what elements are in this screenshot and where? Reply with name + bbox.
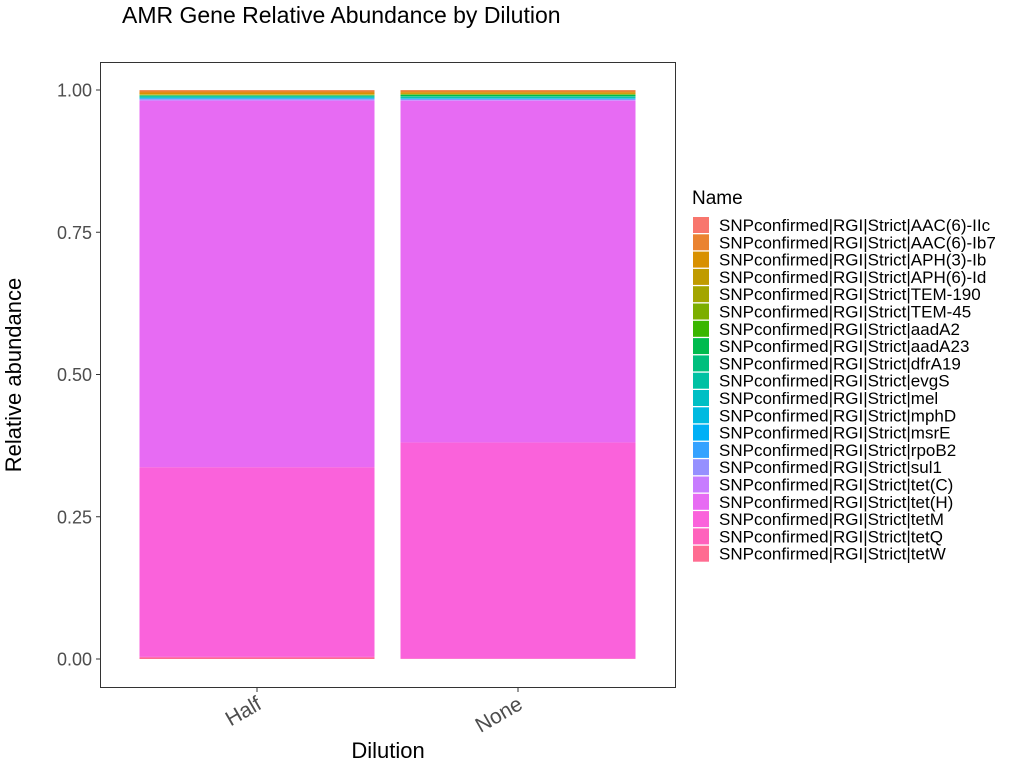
bar-segment-none-14 bbox=[400, 99, 636, 101]
legend-item: SNPconfirmed|RGI|Strict|mphD bbox=[693, 406, 956, 425]
legend-swatch bbox=[693, 251, 709, 268]
legend-swatch bbox=[693, 217, 709, 233]
legend-swatch bbox=[693, 441, 709, 458]
legend-item: SNPconfirmed|RGI|Strict|tetQ bbox=[693, 527, 943, 546]
legend-item: SNPconfirmed|RGI|Strict|aadA23 bbox=[693, 337, 969, 356]
legend-label: SNPconfirmed|RGI|Strict|msrE bbox=[719, 424, 950, 443]
legend-item: SNPconfirmed|RGI|Strict|tet(H) bbox=[693, 493, 953, 512]
legend-label: SNPconfirmed|RGI|Strict|sul1 bbox=[719, 458, 942, 477]
bar-segment-half-16 bbox=[139, 100, 375, 468]
legend-swatch bbox=[693, 286, 709, 303]
bar-segment-half-1 bbox=[139, 90, 375, 93]
bar-segment-half-2 bbox=[139, 92, 375, 95]
legend-swatch bbox=[693, 528, 709, 545]
legend-label: SNPconfirmed|RGI|Strict|APH(6)-Id bbox=[719, 268, 986, 287]
legend-item: SNPconfirmed|RGI|Strict|msrE bbox=[693, 424, 950, 443]
bar-segment-none-15 bbox=[400, 100, 636, 101]
legend-label: SNPconfirmed|RGI|Strict|AAC(6)-Ib7 bbox=[719, 233, 996, 252]
legend: Name SNPconfirmed|RGI|Strict|AAC(6)-IIcS… bbox=[692, 188, 996, 564]
chart-title: AMR Gene Relative Abundance by Dilution bbox=[122, 2, 561, 28]
legend-items: SNPconfirmed|RGI|Strict|AAC(6)-IIcSNPcon… bbox=[693, 216, 996, 564]
bar-segment-half-17 bbox=[139, 467, 375, 657]
legend-swatch bbox=[693, 372, 709, 389]
legend-swatch bbox=[693, 476, 709, 493]
legend-label: SNPconfirmed|RGI|Strict|TEM-45 bbox=[719, 303, 971, 322]
y-tick-label: 0.75 bbox=[57, 223, 92, 243]
y-axis: 0.00 0.25 0.50 0.75 1.00 bbox=[57, 81, 101, 670]
legend-label: SNPconfirmed|RGI|Strict|APH(3)-Ib bbox=[719, 251, 986, 270]
x-tick-label: Half bbox=[222, 692, 266, 731]
y-axis-title: Relative abundance bbox=[1, 278, 26, 472]
legend-label: SNPconfirmed|RGI|Strict|aadA23 bbox=[719, 337, 969, 356]
legend-swatch bbox=[693, 234, 709, 251]
legend-item: SNPconfirmed|RGI|Strict|rpoB2 bbox=[693, 441, 956, 460]
legend-item: SNPconfirmed|RGI|Strict|AAC(6)-IIc bbox=[693, 216, 991, 235]
legend-label: SNPconfirmed|RGI|Strict|aadA2 bbox=[719, 320, 960, 339]
bar-segment-none-10 bbox=[400, 97, 636, 99]
legend-item: SNPconfirmed|RGI|Strict|tet(C) bbox=[693, 476, 953, 495]
legend-label: SNPconfirmed|RGI|Strict|TEM-190 bbox=[719, 285, 981, 304]
legend-item: SNPconfirmed|RGI|Strict|tetW bbox=[693, 545, 946, 564]
legend-item: SNPconfirmed|RGI|Strict|tetM bbox=[693, 510, 944, 529]
legend-swatch bbox=[693, 390, 709, 406]
y-tick-label: 0.00 bbox=[57, 650, 92, 670]
legend-swatch bbox=[693, 320, 709, 337]
legend-swatch bbox=[693, 424, 709, 441]
legend-item: SNPconfirmed|RGI|Strict|APH(3)-Ib bbox=[693, 251, 986, 270]
legend-label: SNPconfirmed|RGI|Strict|tetQ bbox=[719, 527, 943, 546]
bar-segment-none-1 bbox=[400, 90, 636, 93]
legend-item: SNPconfirmed|RGI|Strict|APH(6)-Id bbox=[693, 268, 986, 287]
legend-swatch bbox=[693, 545, 709, 562]
legend-swatch bbox=[693, 511, 709, 528]
legend-swatch bbox=[693, 407, 709, 424]
legend-item: SNPconfirmed|RGI|Strict|TEM-45 bbox=[693, 303, 971, 322]
legend-swatch bbox=[693, 355, 709, 372]
x-tick-label: None bbox=[472, 692, 527, 737]
legend-swatch bbox=[693, 303, 709, 320]
legend-label: SNPconfirmed|RGI|Strict|dfrA19 bbox=[719, 354, 961, 373]
legend-label: SNPconfirmed|RGI|Strict|mel bbox=[719, 389, 938, 408]
bar-segment-half-19 bbox=[139, 657, 375, 659]
legend-item: SNPconfirmed|RGI|Strict|mel bbox=[693, 389, 938, 408]
legend-label: SNPconfirmed|RGI|Strict|tetM bbox=[719, 510, 944, 529]
bar-segment-half-13 bbox=[139, 98, 375, 100]
legend-label: SNPconfirmed|RGI|Strict|rpoB2 bbox=[719, 441, 956, 460]
bar-segment-none-7 bbox=[400, 94, 636, 97]
legend-label: SNPconfirmed|RGI|Strict|mphD bbox=[719, 406, 956, 425]
legend-swatch bbox=[693, 268, 709, 285]
legend-title: Name bbox=[692, 188, 743, 209]
legend-label: SNPconfirmed|RGI|Strict|evgS bbox=[719, 372, 950, 391]
legend-label: SNPconfirmed|RGI|Strict|AAC(6)-IIc bbox=[719, 216, 991, 235]
bar-segment-none-13 bbox=[400, 98, 636, 100]
legend-item: SNPconfirmed|RGI|Strict|evgS bbox=[693, 372, 950, 391]
bars-layer bbox=[139, 90, 636, 659]
legend-swatch bbox=[693, 459, 709, 476]
legend-label: SNPconfirmed|RGI|Strict|tet(H) bbox=[719, 493, 953, 512]
bar-segment-none-16 bbox=[400, 100, 636, 443]
y-tick-label: 0.25 bbox=[57, 507, 92, 527]
legend-swatch bbox=[693, 338, 709, 355]
bar-segment-half-9 bbox=[139, 96, 375, 98]
y-tick-label: 1.00 bbox=[57, 81, 92, 101]
legend-label: SNPconfirmed|RGI|Strict|tet(C) bbox=[719, 476, 953, 495]
bar-segment-half-15 bbox=[139, 99, 375, 101]
legend-item: SNPconfirmed|RGI|Strict|aadA2 bbox=[693, 320, 960, 339]
x-axis: Half None bbox=[222, 687, 527, 737]
legend-swatch bbox=[693, 493, 709, 510]
legend-label: SNPconfirmed|RGI|Strict|tetW bbox=[719, 545, 946, 564]
legend-item: SNPconfirmed|RGI|Strict|AAC(6)-Ib7 bbox=[693, 233, 996, 252]
bar-segment-half-14 bbox=[139, 99, 375, 100]
bar-segment-half-18 bbox=[139, 656, 375, 658]
bar-segment-none-2 bbox=[400, 92, 636, 94]
bar-segment-none-9 bbox=[400, 96, 636, 98]
bar-segment-half-10 bbox=[139, 97, 375, 99]
x-axis-title: Dilution bbox=[351, 738, 424, 763]
legend-item: SNPconfirmed|RGI|Strict|dfrA19 bbox=[693, 354, 961, 373]
legend-item: SNPconfirmed|RGI|Strict|TEM-190 bbox=[693, 285, 981, 304]
bar-segment-none-17 bbox=[400, 442, 636, 659]
y-tick-label: 0.50 bbox=[57, 365, 92, 385]
legend-item: SNPconfirmed|RGI|Strict|sul1 bbox=[693, 458, 942, 477]
